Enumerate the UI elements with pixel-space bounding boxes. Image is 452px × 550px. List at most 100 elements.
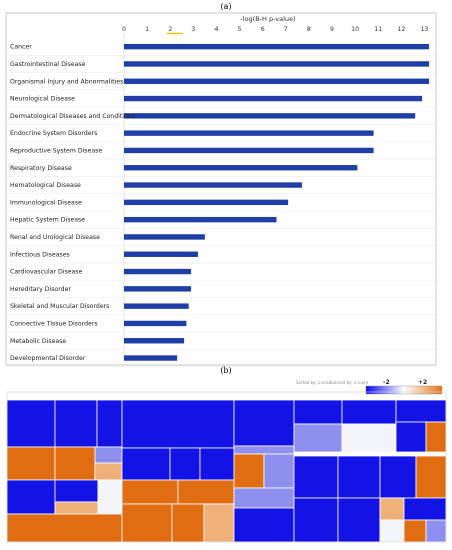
category-label: Metabolic Disease: [10, 338, 66, 345]
legend-color-scale: [365, 385, 443, 395]
category-label: Respiratory Disease: [10, 165, 72, 172]
category-label: Cardiovascular Disease: [10, 269, 83, 276]
bar: [124, 320, 187, 327]
treemap-tile: [121, 479, 179, 505]
treemap-tile: [94, 462, 123, 481]
category-label: Cancer: [10, 44, 32, 51]
bar: [124, 61, 430, 67]
category-label: Hematological Disease: [10, 182, 81, 189]
x-tick-label: 8: [307, 26, 311, 33]
treemap-tile: [97, 479, 123, 515]
gridlines: [6, 32, 436, 367]
bars: [124, 43, 430, 361]
category-label: Gastrointestinal Disease: [10, 61, 86, 68]
treemap-tile: [54, 399, 98, 448]
category-label: Infectious Diseases: [10, 251, 70, 258]
category-labels: Cancer Gastrointestinal Disease Organismal…: [10, 44, 135, 362]
treemap-frame: [6, 391, 447, 543]
bar: [124, 251, 198, 257]
treemap-tile: [121, 399, 235, 449]
x-tick-label: 7: [284, 26, 288, 33]
category-label: Dermatological Diseases and Conditions: [10, 113, 135, 120]
bar: [124, 268, 192, 275]
bar: [124, 147, 374, 154]
treemap-tile: [233, 507, 295, 543]
panel-label-a: (a): [220, 2, 231, 11]
treemap-tile: [263, 453, 295, 489]
bar: [124, 43, 430, 50]
x-axis-ticks: 0 1 2 3 4 5 6 7 8 9 10 11 12 13: [122, 26, 428, 33]
bar-chart: (a) -log(B-H p-value) 0 1 2 3 4 5 6 7 8 9 10 11 12 13…: [5, 2, 437, 367]
category-label: Reproductive System Disease: [10, 147, 102, 154]
x-tick-label: 10: [351, 26, 359, 33]
x-tick-label: 11: [374, 26, 382, 33]
bar: [124, 286, 192, 292]
bar: [124, 355, 178, 361]
category-label: Endocrine System Disorders: [10, 130, 97, 137]
category-label: Immunological Disease: [10, 199, 82, 206]
treemap-tile: [341, 423, 397, 453]
treemap-tile: [54, 479, 99, 503]
x-tick-label: 6: [261, 26, 265, 33]
treemap-tile: [6, 399, 56, 448]
bar: [124, 95, 423, 102]
x-tick-label: 2: [168, 26, 172, 33]
x-tick-label: 3: [191, 26, 195, 33]
legend-max-label: +2: [418, 379, 427, 386]
treemap-tile: [233, 445, 295, 455]
category-label: Hereditary Disorder: [10, 286, 71, 293]
treemap-tile: [379, 497, 405, 521]
treemap-tile: [293, 423, 343, 453]
x-tick-label: 0: [122, 26, 126, 33]
treemap-tile: [395, 399, 447, 423]
x-axis-label: -log(B-H p-value): [240, 15, 295, 23]
treemap-tile: [199, 447, 235, 481]
treemap-tile: [94, 446, 123, 464]
treemap-tile: [233, 487, 295, 509]
x-tick-label: 12: [397, 26, 405, 33]
treemap-tile: [169, 447, 201, 481]
treemap-tile: [6, 446, 56, 481]
treemap-tile: [203, 503, 235, 543]
treemap-tile: [337, 455, 381, 499]
treemap-tile: [96, 399, 123, 448]
treemap-tile: [177, 479, 235, 505]
x-tick-label: 13: [421, 26, 429, 33]
treemap-tile: [415, 455, 447, 499]
bar: [124, 182, 302, 188]
category-label: Developmental Disorder: [10, 355, 86, 362]
treemap-tile: [293, 497, 339, 543]
treemap-tile: [233, 399, 295, 447]
category-label: Neurological Disease: [10, 96, 75, 103]
category-label: Organismal Injury and Abnormalities: [10, 78, 123, 85]
treemap-tile: [171, 503, 205, 543]
x-tick-label: 1: [145, 26, 149, 33]
bar: [124, 113, 416, 119]
treemap-tile: [425, 519, 447, 543]
bar: [124, 165, 358, 171]
treemap-tile: [54, 501, 99, 515]
category-label: Hepatic System Disease: [10, 217, 85, 224]
treemap-tile: [6, 479, 56, 515]
treemap-tile: [337, 497, 381, 543]
treemap-tile: [341, 399, 397, 425]
category-label: Connective Tissue Disorders: [10, 320, 98, 327]
category-label: Skeletal and Muscular Disorders: [10, 303, 109, 310]
treemap-tile: [395, 421, 427, 453]
treemap-tile: [54, 446, 96, 481]
legend-colored-by: Colored by: z-score: [330, 380, 369, 385]
bar: [124, 234, 205, 240]
x-tick-label: 9: [330, 26, 334, 33]
treemap-tile: [6, 513, 123, 543]
treemap-tile: [379, 455, 417, 499]
treemap-tile: [293, 455, 339, 499]
bar: [124, 199, 289, 206]
bar: [124, 78, 430, 84]
treemap-tile: [121, 503, 173, 543]
panel-label-b: (b): [220, 366, 232, 375]
bar: [124, 338, 185, 344]
bar: [124, 216, 277, 223]
legend-sorted-by: Sorted by: z-score: [296, 380, 333, 385]
